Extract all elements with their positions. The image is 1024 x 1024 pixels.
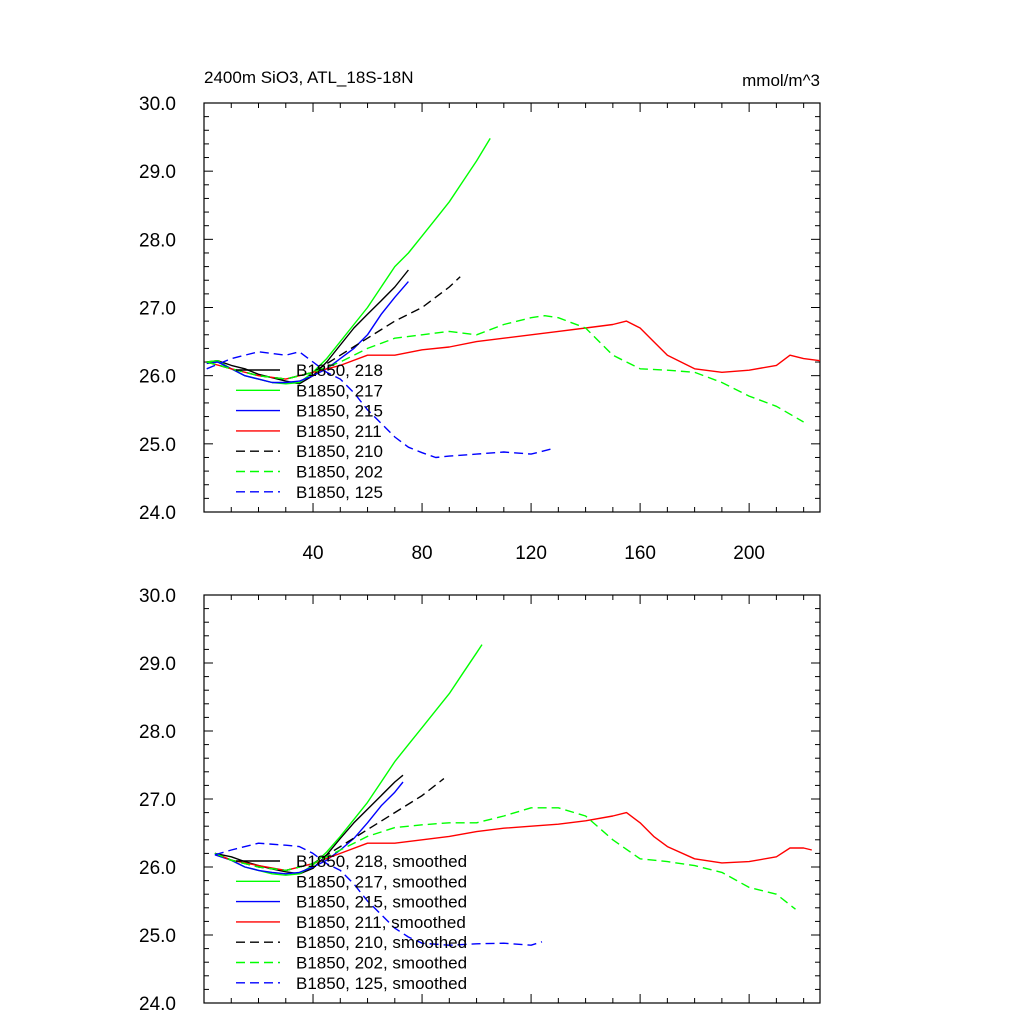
series-line xyxy=(206,269,409,385)
y-tick-label: 26.0 xyxy=(139,858,176,879)
legend-label: B1850, 218, smoothed xyxy=(296,852,467,871)
x-tick-label: 80 xyxy=(411,543,432,564)
y-tick-label: 25.0 xyxy=(139,926,176,947)
legend-label: B1850, 210 xyxy=(296,442,383,461)
y-tick-label: 24.0 xyxy=(139,994,176,1015)
chart-title: 2400m SiO3, ATL_18S-18N xyxy=(204,68,413,87)
series-line xyxy=(214,781,404,875)
y-tick-label: 28.0 xyxy=(139,230,176,251)
legend-label: B1850, 202 xyxy=(296,463,383,482)
y-tick-label: 30.0 xyxy=(139,94,176,115)
series-line xyxy=(206,281,409,384)
legend-label: B1850, 211 xyxy=(296,422,382,441)
series-line xyxy=(214,807,796,910)
plot-panel-2: 24.0 25.0 26.0 27.0 28.0 29.0 30.0 B1850, 218, … xyxy=(139,586,821,1015)
series-line xyxy=(206,320,821,380)
legend-label: B1850, 217 xyxy=(296,381,383,400)
y-tick-label: 25.0 xyxy=(139,435,176,456)
chart-units: mmol/m^3 xyxy=(742,71,820,90)
legend-label: B1850, 210, smoothed xyxy=(296,933,467,952)
y-tick-label: 27.0 xyxy=(139,299,176,320)
series-line xyxy=(206,315,804,423)
y-tick-label: 29.0 xyxy=(139,162,176,183)
x-tick-label: 200 xyxy=(733,543,765,564)
x-tick-label: 40 xyxy=(302,543,323,564)
legend-label: B1850, 125, smoothed xyxy=(296,974,467,993)
x-tick-label: 160 xyxy=(624,543,656,564)
legend-label: B1850, 215, smoothed xyxy=(296,893,467,912)
series-line xyxy=(206,351,554,459)
legend-label: B1850, 217, smoothed xyxy=(296,872,467,891)
series-line xyxy=(214,644,483,876)
legend-label: B1850, 215 xyxy=(296,402,383,421)
y-tick-label: 29.0 xyxy=(139,654,176,675)
plot-panel-1: 24.0 25.0 26.0 27.0 28.0 29.0 30.0 40 80 120 160 20… xyxy=(139,94,821,564)
series-line xyxy=(214,774,404,875)
x-tick-label: 120 xyxy=(515,543,547,564)
legend-label: B1850, 125 xyxy=(296,483,383,502)
legend-label: B1850, 211, smoothed xyxy=(296,913,466,932)
y-tick-label: 24.0 xyxy=(139,503,176,524)
y-tick-label: 26.0 xyxy=(139,367,176,388)
y-tick-label: 28.0 xyxy=(139,722,176,743)
y-tick-label: 27.0 xyxy=(139,790,176,811)
series-line xyxy=(214,842,543,946)
y-tick-label: 30.0 xyxy=(139,586,176,607)
legend-label: B1850, 202, smoothed xyxy=(296,954,467,973)
legend-label: B1850, 218 xyxy=(296,361,383,380)
